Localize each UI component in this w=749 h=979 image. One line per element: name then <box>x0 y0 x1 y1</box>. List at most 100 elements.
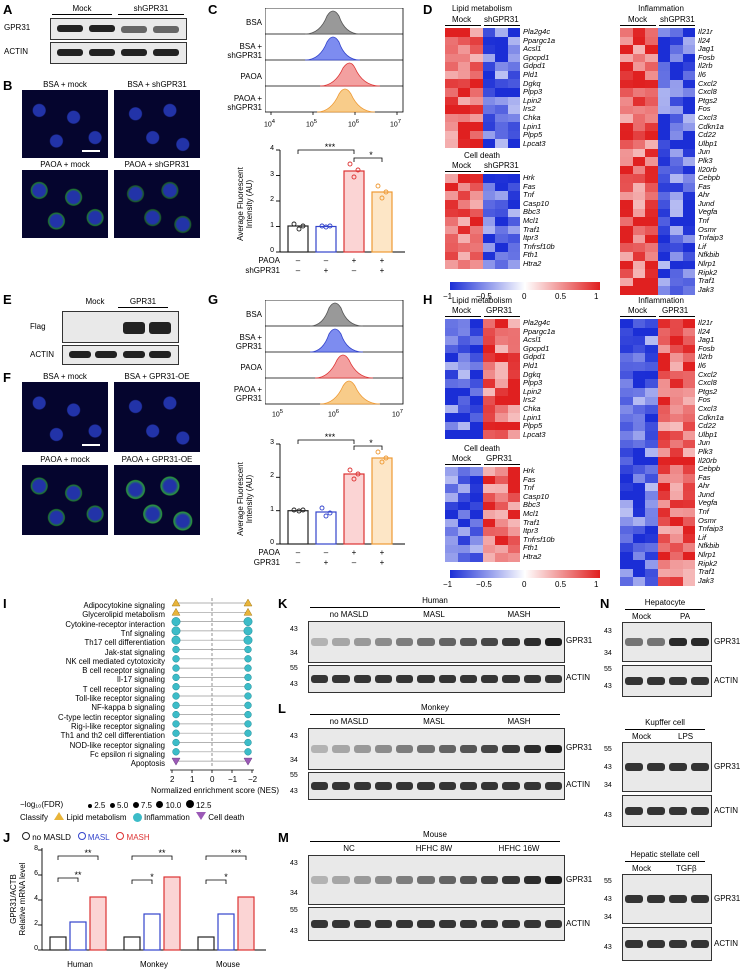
heatmap-cell <box>670 499 683 509</box>
heatmap-cell <box>470 113 483 123</box>
blot-band <box>396 920 414 928</box>
heatmap-cell <box>445 484 458 494</box>
blot-band <box>669 677 687 685</box>
gene-list: Hrk Fas Tnf Casp10 Bbc3 Mcl1 Traf1 Itpr3 Tnfrsf1… <box>523 173 555 269</box>
heatmap-cell <box>670 286 683 296</box>
blot-band <box>481 745 499 753</box>
enrichment-point <box>172 720 180 728</box>
blot-band <box>459 782 477 790</box>
heatmap-cell <box>470 475 483 485</box>
gene-list: Pla2g4c Ppargc1a Acsl1 Gpcpd1 Gdpd1 Pld1 Dgkq P… <box>523 27 555 148</box>
heatmap-cell <box>482 492 496 502</box>
panel-label-k: K <box>278 596 288 611</box>
marker: 43 <box>604 683 612 690</box>
heatmap-cell <box>470 536 483 546</box>
heatmap-cell <box>495 225 508 235</box>
heatmap-cell <box>682 577 696 587</box>
enrichment-point <box>244 738 252 747</box>
gene-label: Tnfrsf10b <box>523 241 555 251</box>
heatmap-cell <box>620 387 633 397</box>
heatmap-cell <box>682 174 696 184</box>
group-line <box>445 25 481 26</box>
cond-val: – <box>295 558 301 567</box>
group-mock: Mock <box>628 306 648 315</box>
heatmap-cell <box>507 404 521 414</box>
pathway-label: Th1 and th2 cell differentiation <box>60 731 165 741</box>
heatmap-cell <box>507 475 521 485</box>
row-label: GPR31 <box>714 894 741 903</box>
pathway-label: T cell receptor signaling <box>82 684 165 694</box>
heatmap-cell <box>632 286 646 296</box>
heatmap-cell <box>645 139 658 149</box>
gene-label: Ahr <box>698 481 710 491</box>
blot-band <box>625 940 643 948</box>
heatmap-cell <box>620 226 633 236</box>
heatmap-cell <box>632 319 646 328</box>
heatmap-cell <box>670 200 683 210</box>
gene-label: Lpcat3 <box>523 138 546 148</box>
gene-label: Plpp3 <box>523 378 543 388</box>
blot-band <box>502 675 520 683</box>
heatmap-cell <box>645 234 658 244</box>
row-label: ACTIN <box>566 780 590 789</box>
heatmap-cell <box>645 525 658 535</box>
colorbar-tick: 0.5 <box>555 580 567 589</box>
gene-label: Lpcat3 <box>523 429 546 439</box>
gene-label: Lpin1 <box>523 412 542 422</box>
heatmap-cell <box>632 517 646 527</box>
row-label: ACTIN <box>714 939 738 948</box>
marker: 55 <box>290 665 298 672</box>
heatmap-cell <box>645 174 658 184</box>
micrograph-bsa-oe <box>114 382 200 452</box>
marker: 43 <box>290 733 298 740</box>
cond-val: + <box>379 548 385 557</box>
blot-band <box>459 920 477 928</box>
sig-mark: *** <box>324 142 336 152</box>
heatmap-cell <box>507 217 521 227</box>
heatmap-cell <box>507 251 521 261</box>
heatmap-cell <box>645 482 658 492</box>
heatmap-cell <box>620 174 633 184</box>
gene-label: Fosb <box>698 52 715 62</box>
heatmap-cell <box>645 499 658 509</box>
heatmap-cell <box>657 319 671 328</box>
heatmap-cell <box>645 260 658 270</box>
hist-tick: 106 <box>348 119 360 129</box>
heatmap-cell <box>507 319 521 328</box>
heatmap-cell <box>507 379 521 388</box>
heatmap-cell <box>470 344 483 354</box>
heatmap-cell <box>670 79 683 89</box>
heatmap-cell <box>482 105 496 115</box>
gene-label: Cxcl8 <box>698 378 717 388</box>
gene-list: Il21r Il24 Jag1 Fosb Il2rb Il6 Cxcl2 Cxcl8 Ptgs2… <box>698 27 724 294</box>
blot-band <box>544 782 562 790</box>
gene-label: Jak3 <box>698 284 714 294</box>
heatmap-cell <box>645 396 658 406</box>
heatmap-cell <box>620 327 633 337</box>
marker: 55 <box>604 746 612 753</box>
colorbar-tick: 0 <box>522 292 527 301</box>
marker: 43 <box>604 764 612 771</box>
heatmap-cell <box>445 234 458 244</box>
heatmap-cell <box>682 379 696 389</box>
heatmap-cell <box>495 361 508 371</box>
heatmap-cell <box>495 501 508 511</box>
heatmap-cell <box>507 88 521 97</box>
heatmap-cell <box>457 527 471 537</box>
blot-title: Human <box>422 596 448 605</box>
heatmap-cell <box>657 53 671 63</box>
heatmap-cell <box>457 105 471 115</box>
heatmap-cell <box>657 379 671 389</box>
j-group: Mouse <box>215 960 240 969</box>
pathway-label: Rig-i-like receptor signaling <box>70 721 165 731</box>
heatmap-cell <box>657 439 671 449</box>
gene-label: Chka <box>523 112 541 122</box>
row-label: GPR31 <box>566 875 593 884</box>
heatmap-cell <box>482 484 496 494</box>
blot-band <box>332 638 350 646</box>
heatmap-cell <box>682 465 696 475</box>
heatmap-cell <box>645 277 658 287</box>
cond-val: + <box>323 558 329 567</box>
j-group: Monkey <box>139 960 168 969</box>
heatmap-cell <box>645 226 658 236</box>
